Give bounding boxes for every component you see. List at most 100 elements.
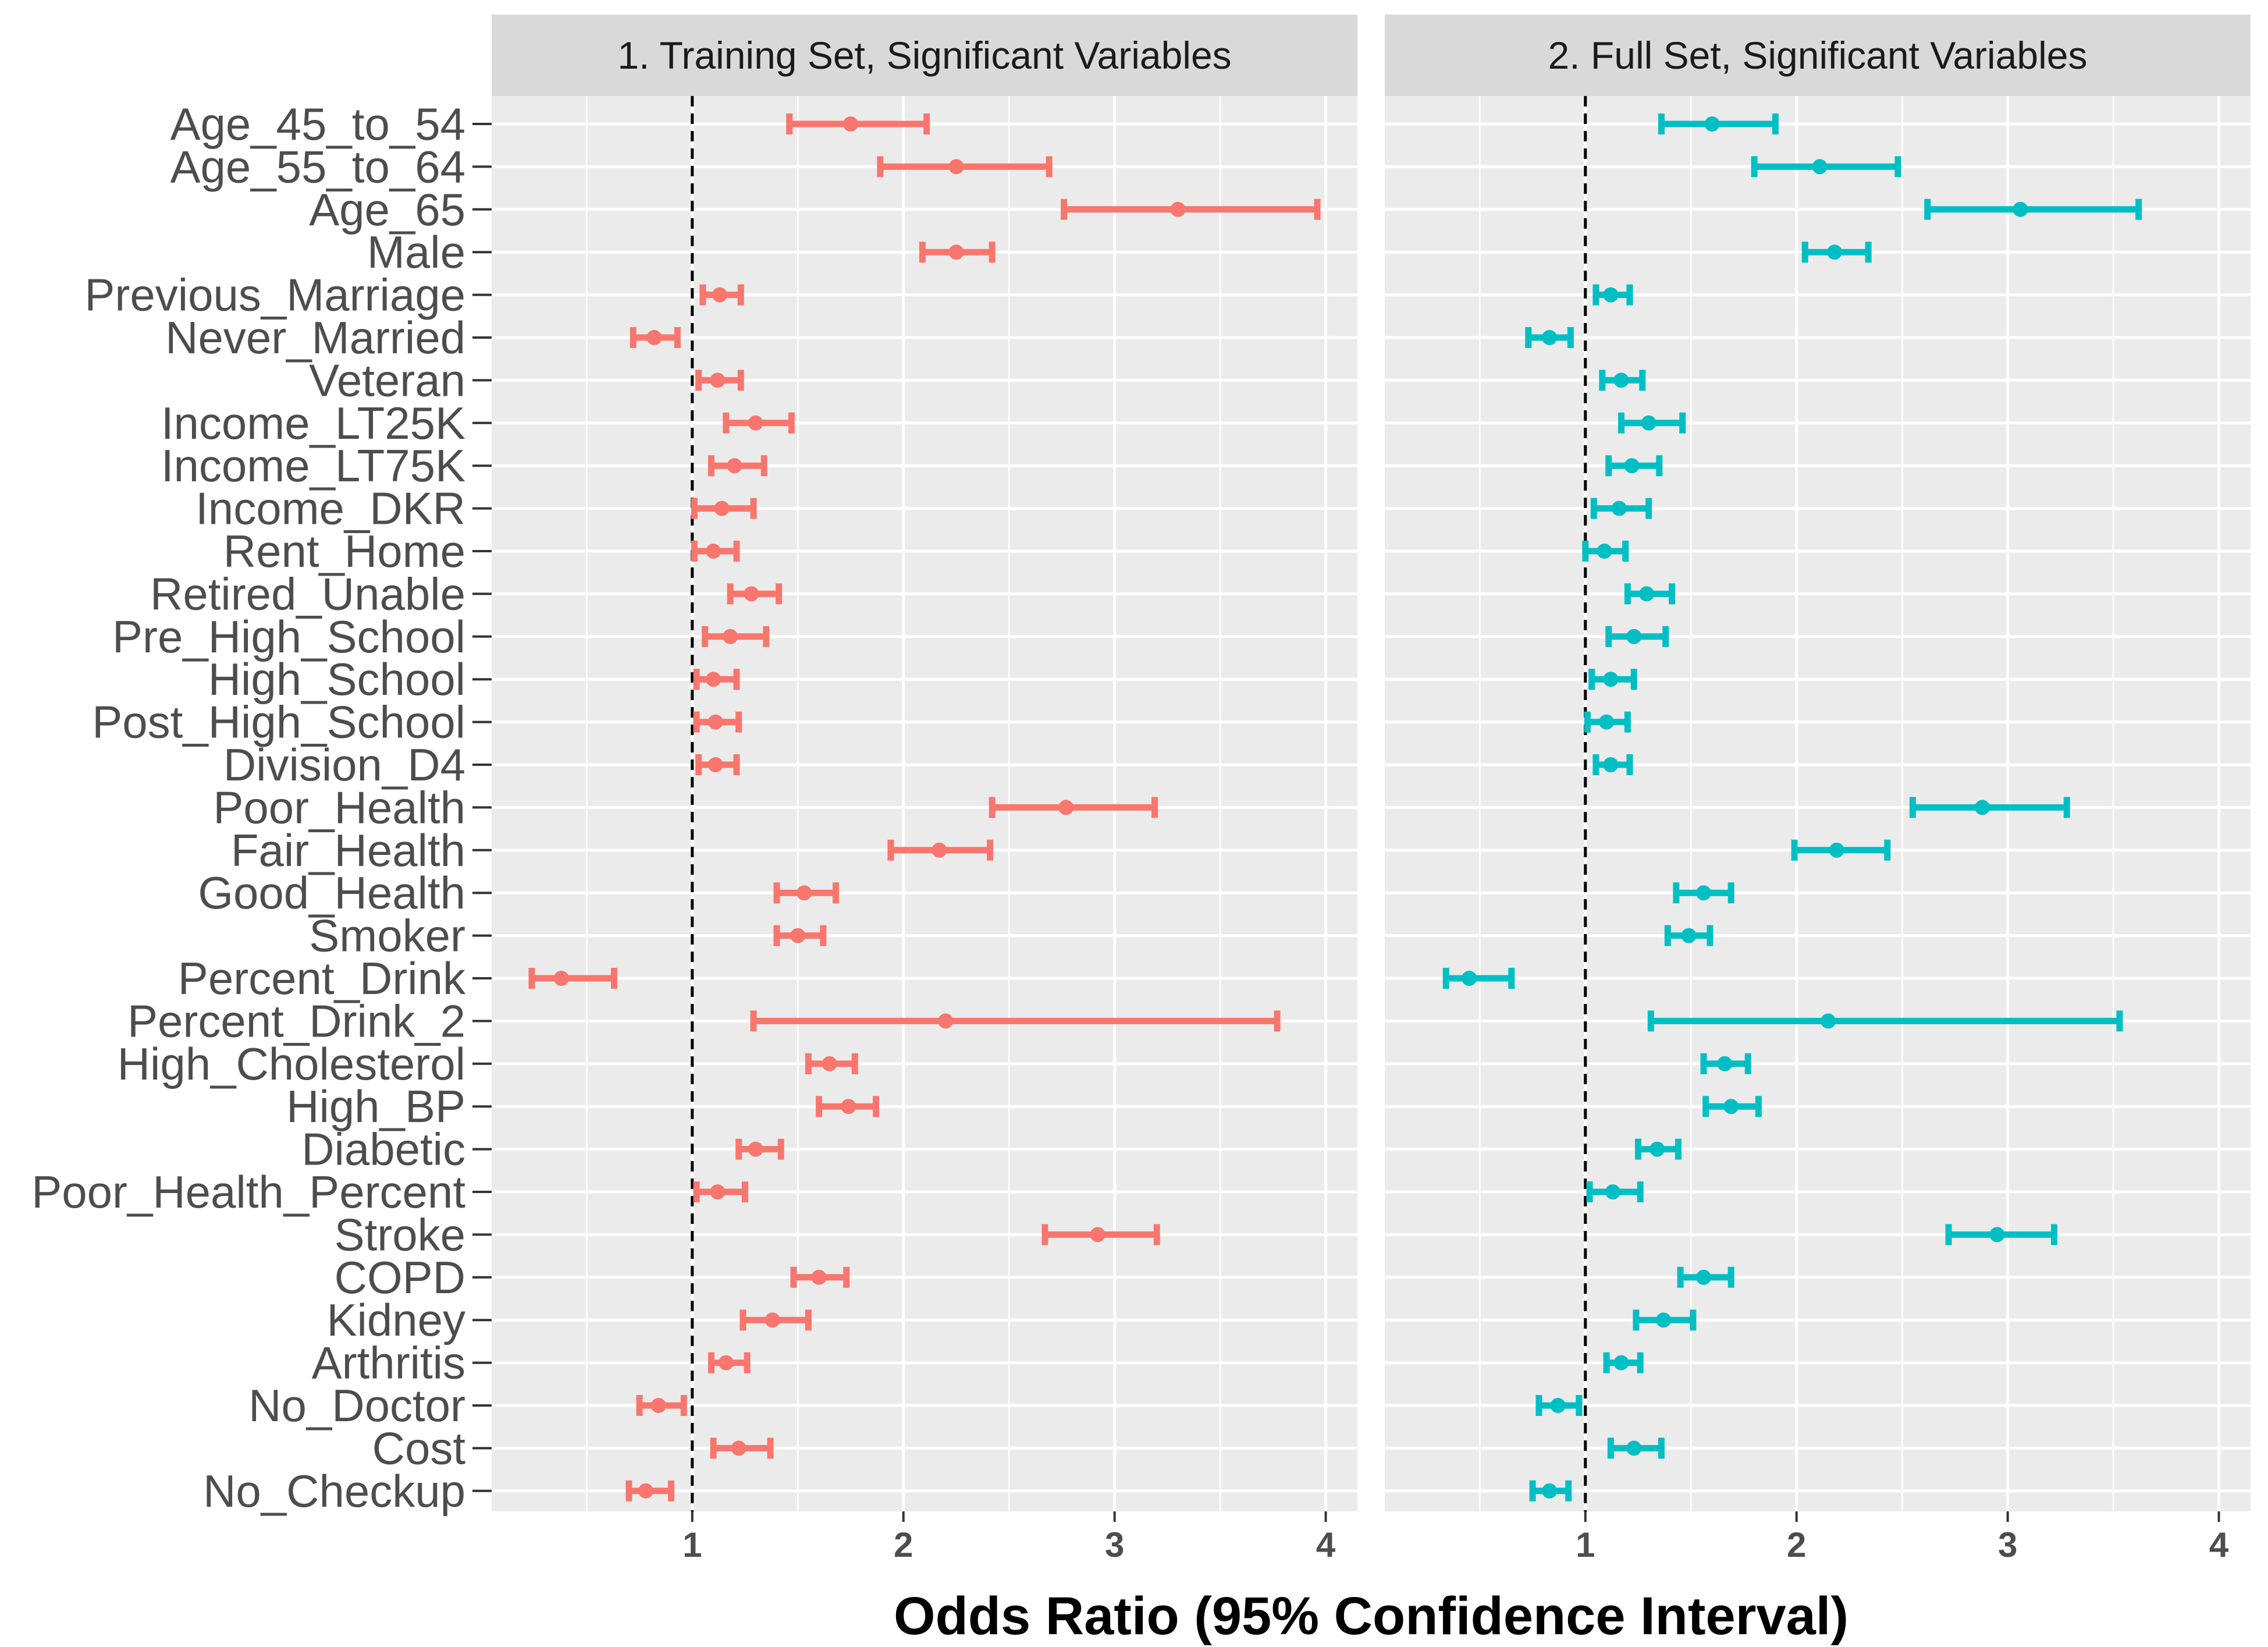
point-estimate — [1723, 1099, 1739, 1114]
variable-label: Percent_Drink — [178, 953, 466, 1004]
ci-bar — [695, 370, 744, 391]
point-estimate — [790, 928, 806, 943]
ci-bar — [1633, 1309, 1697, 1331]
panel-title: 2. Full Set, Significant Variables — [1548, 34, 2088, 77]
ci-bar — [1664, 925, 1714, 946]
point-estimate — [723, 629, 738, 644]
point-estimate — [1975, 800, 1990, 815]
ci-bar — [1909, 797, 2070, 818]
variable-label: Retired_Unable — [150, 568, 465, 619]
point-estimate — [938, 1013, 954, 1029]
point-estimate — [1603, 672, 1619, 687]
ci-bar — [1525, 327, 1574, 348]
point-estimate — [932, 842, 947, 858]
variable-label: No_Doctor — [248, 1380, 465, 1431]
point-estimate — [948, 159, 964, 175]
variable-label: Poor_Health — [213, 782, 465, 833]
panel-strip — [492, 15, 1357, 96]
ci-bar — [693, 669, 740, 690]
ci-bar — [750, 1010, 1281, 1032]
point-estimate — [650, 1398, 666, 1413]
point-estimate — [727, 458, 742, 474]
ci-bar — [1658, 113, 1779, 134]
variable-label: Male — [367, 226, 465, 278]
variable-label: Poor_Health_Percent — [31, 1166, 465, 1217]
ci-bar — [727, 583, 783, 605]
point-estimate — [1170, 201, 1186, 217]
point-estimate — [811, 1269, 827, 1285]
point-estimate — [744, 586, 759, 602]
point-estimate — [708, 714, 723, 730]
variable-label: Division_D4 — [223, 739, 465, 790]
ci-bar — [693, 711, 742, 733]
point-estimate — [1597, 544, 1612, 559]
point-estimate — [1989, 1227, 2005, 1243]
ci-bar — [805, 1053, 858, 1074]
ci-bar — [1599, 370, 1646, 391]
point-estimate — [708, 757, 723, 772]
point-estimate — [1656, 1312, 1672, 1328]
ci-bar — [1618, 412, 1686, 434]
point-estimate — [706, 672, 721, 687]
x-tick-label: 3 — [1105, 1525, 1124, 1564]
point-estimate — [1812, 159, 1828, 175]
ci-bar — [735, 1138, 784, 1160]
ci-bar — [1605, 626, 1669, 647]
ci-bar — [989, 797, 1158, 818]
point-estimate — [1821, 1013, 1836, 1029]
point-estimate — [718, 1355, 734, 1371]
ci-bar — [816, 1096, 880, 1117]
variable-label: High_BP — [286, 1081, 465, 1132]
ci-bar — [1624, 583, 1676, 605]
variable-label: Age_55_to_64 — [170, 141, 466, 192]
variable-label: Income_DKR — [195, 483, 465, 534]
x-tick-label: 1 — [682, 1525, 702, 1564]
ci-bar — [1607, 1437, 1665, 1459]
variable-label: Age_45_to_54 — [170, 98, 466, 150]
point-estimate — [841, 1099, 856, 1114]
ci-bar — [1924, 198, 2142, 220]
point-estimate — [1827, 244, 1843, 260]
ci-bar — [1586, 1181, 1644, 1202]
ci-bar — [636, 1395, 687, 1416]
variable-label: Income_LT75K — [161, 440, 465, 491]
ci-bar — [695, 754, 740, 775]
point-estimate — [797, 885, 812, 901]
point-estimate — [1542, 330, 1558, 345]
x-tick-label: 2 — [894, 1525, 913, 1564]
variable-label: Rent_Home — [223, 526, 465, 577]
variable-label: Good_Health — [198, 867, 465, 918]
point-estimate — [1829, 842, 1844, 858]
variable-label: Pre_High_School — [112, 611, 465, 662]
point-estimate — [1650, 1141, 1665, 1157]
point-estimate — [710, 372, 726, 388]
point-estimate — [1462, 971, 1477, 986]
point-estimate — [1696, 885, 1712, 901]
ci-bar — [1442, 968, 1515, 989]
variable-label: COPD — [335, 1252, 465, 1303]
point-estimate — [731, 1440, 746, 1456]
ci-bar — [1751, 156, 1901, 178]
ci-bar — [528, 968, 617, 989]
point-estimate — [1626, 1440, 1642, 1456]
point-estimate — [1696, 1269, 1712, 1285]
ci-bar — [1590, 498, 1652, 519]
variable-label: Stroke — [335, 1209, 465, 1260]
ci-bar — [723, 412, 795, 434]
panel-2: 2. Full Set, Significant Variables 1 2 3 4 — [1385, 15, 2251, 1564]
point-estimate — [1603, 287, 1619, 303]
variable-label: Never_Married — [165, 312, 465, 363]
point-estimate — [1599, 714, 1615, 730]
ci-bar — [625, 1480, 674, 1502]
point-estimate — [1626, 629, 1642, 644]
variable-label: Smoker — [309, 910, 465, 961]
variable-label: Age_65 — [309, 184, 465, 235]
variable-label: Post_High_School — [92, 697, 465, 748]
ci-bar — [1647, 1010, 2123, 1032]
ci-bar — [1801, 242, 1872, 263]
point-estimate — [1704, 116, 1720, 132]
ci-bar — [1592, 284, 1633, 306]
point-estimate — [822, 1056, 837, 1071]
point-estimate — [1542, 1483, 1558, 1499]
point-estimate — [710, 1184, 726, 1199]
